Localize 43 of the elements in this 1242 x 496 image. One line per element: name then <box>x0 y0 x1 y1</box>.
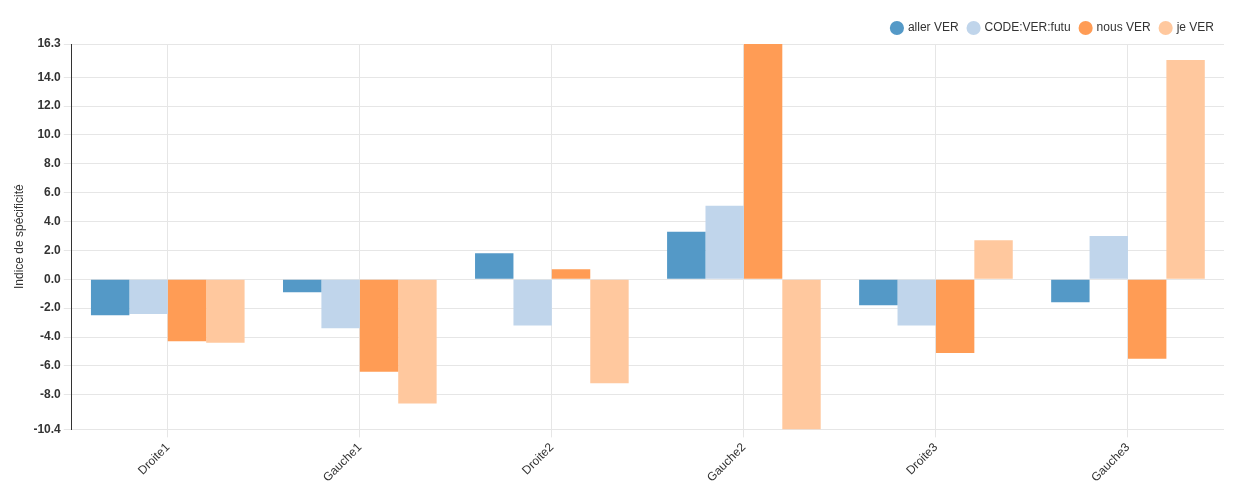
legend-label: nous VER <box>1096 20 1151 35</box>
bar <box>974 240 1013 279</box>
y-tick-label: -6.0 <box>40 358 62 373</box>
y-tick-label: 16.3 <box>37 36 62 51</box>
legend-label: je VER <box>1175 20 1215 35</box>
y-axis-title: Indice de spécificité <box>11 184 26 290</box>
bar <box>398 279 437 404</box>
bar <box>1051 279 1090 303</box>
bar <box>167 279 207 342</box>
y-tick-label: 12.0 <box>37 98 62 113</box>
legend-label: CODE:VER:futu <box>984 20 1071 35</box>
bar <box>283 279 322 293</box>
bar <box>359 279 399 372</box>
bar <box>705 205 744 279</box>
bar <box>1089 235 1128 279</box>
bar <box>859 279 898 306</box>
bar <box>782 279 821 430</box>
bar <box>743 44 783 279</box>
bar <box>1166 59 1205 279</box>
bar <box>897 279 936 326</box>
bar <box>935 279 975 353</box>
bar <box>551 269 591 279</box>
bar <box>206 279 245 343</box>
bar <box>321 279 360 329</box>
bar <box>667 231 706 279</box>
bar <box>475 253 514 279</box>
y-tick-label: 0.0 <box>44 271 62 286</box>
bar <box>590 279 629 384</box>
legend-label: aller VER <box>907 20 959 35</box>
y-tick-label: 8.0 <box>44 156 62 171</box>
y-tick-label: 4.0 <box>44 213 62 228</box>
y-tick-label: -10.4 <box>33 421 62 436</box>
y-tick-label: 2.0 <box>44 242 62 257</box>
bar <box>90 279 130 316</box>
y-tick-label: -4.0 <box>40 329 62 344</box>
bar <box>513 279 552 326</box>
bar <box>129 279 168 314</box>
y-tick-label: 10.0 <box>37 127 62 142</box>
y-tick-label: -2.0 <box>40 300 62 315</box>
y-tick-label: -8.0 <box>40 387 62 402</box>
bar <box>1127 279 1167 359</box>
y-tick-label: 14.0 <box>37 69 62 84</box>
y-tick-label: 6.0 <box>44 184 62 199</box>
